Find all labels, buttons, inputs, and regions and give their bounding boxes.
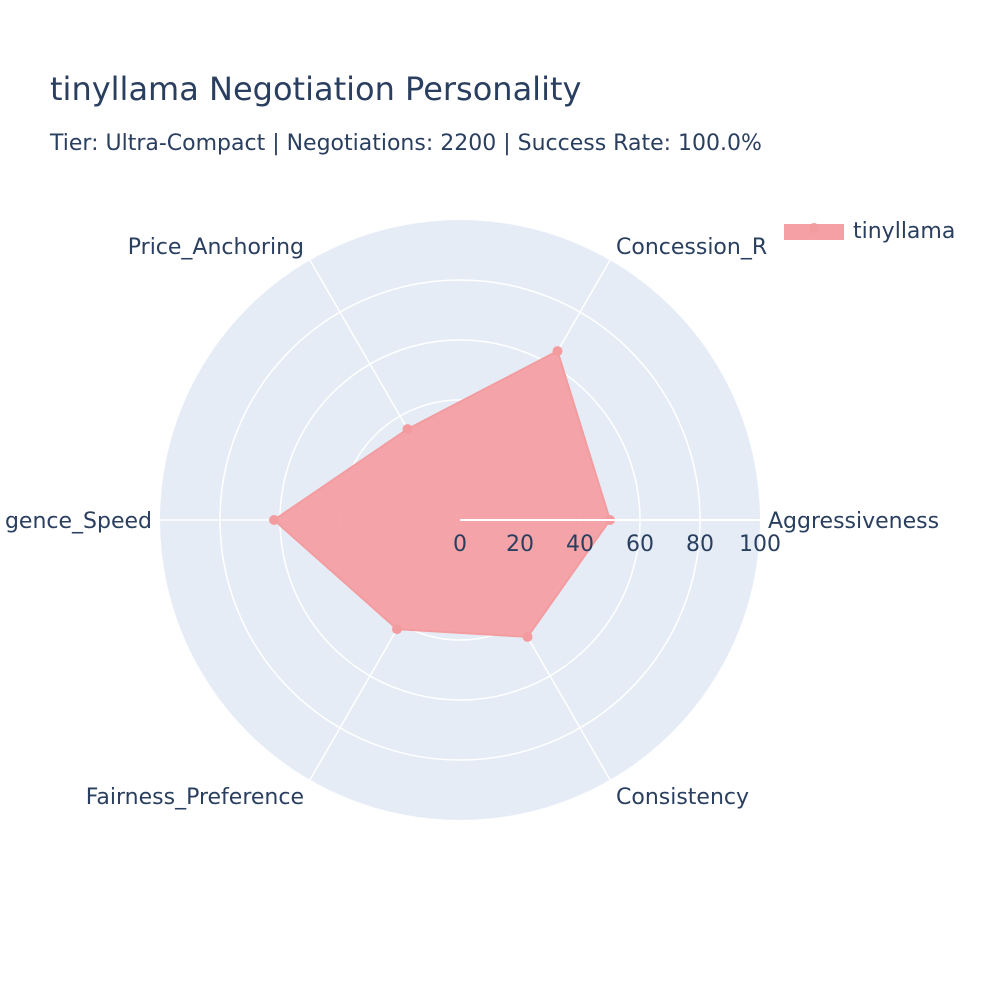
data-point-price_anchoring[interactable] xyxy=(402,424,413,435)
category-label-fairness_preference: Fairness_Preference xyxy=(86,785,304,810)
legend-swatch xyxy=(784,223,844,240)
angular-axis-labels: Aggressiveness Concession_R Price_Anchorin… xyxy=(5,235,939,810)
data-point-consistency[interactable] xyxy=(522,631,533,642)
category-label-consistency: Consistency xyxy=(616,785,749,810)
radial-tick-label: 20 xyxy=(506,532,534,557)
radial-tick-label: 60 xyxy=(626,532,654,557)
category-label-convergence_speed: gence_Speed xyxy=(5,509,152,534)
radial-tick-label: 100 xyxy=(739,532,781,557)
radial-axis: 0 20 40 60 80 100 xyxy=(453,519,781,557)
category-label-concession_rate: Concession_R xyxy=(616,235,767,260)
radial-tick-label: 80 xyxy=(686,532,714,557)
legend[interactable]: tinyllama xyxy=(784,219,955,244)
data-point-fairness_preference[interactable] xyxy=(392,624,402,635)
chart-title: tinyllama Negotiation Personality xyxy=(50,70,581,108)
series-layer xyxy=(269,346,615,642)
radial-tick-label: 0 xyxy=(453,532,467,557)
legend-marker xyxy=(809,223,819,233)
data-point-concession_rate[interactable] xyxy=(552,346,563,357)
chart-subtitle: Tier: Ultra-Compact | Negotiations: 2200… xyxy=(49,131,762,156)
radial-tick-label: 40 xyxy=(566,532,594,557)
legend-label-tinyllama: tinyllama xyxy=(853,219,955,244)
data-point-convergence_speed[interactable] xyxy=(269,515,279,525)
category-label-aggressiveness: Aggressiveness xyxy=(768,509,939,534)
category-label-price_anchoring: Price_Anchoring xyxy=(128,235,304,260)
